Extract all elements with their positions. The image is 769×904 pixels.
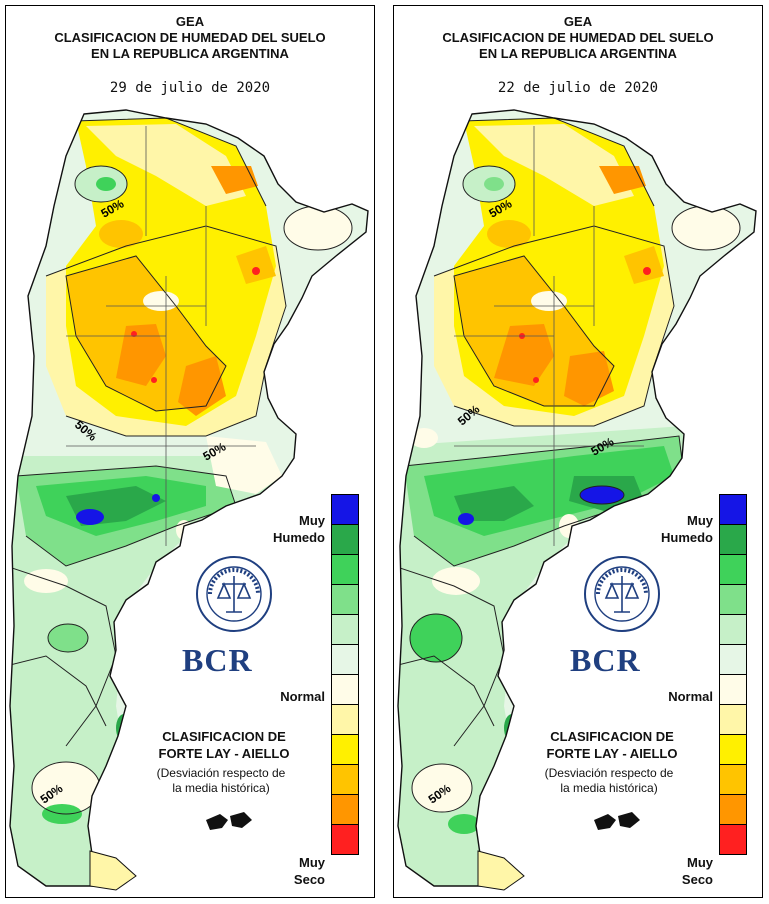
title-line-2: CLASIFICACION DE HUMEDAD DEL SUELO [442,30,714,45]
title-line-1: GEA [175,14,205,29]
classification-note: (Desviación respecto de la media históri… [544,766,674,795]
argentina-moisture-map: 50% 50% 50% 50% [9,109,369,891]
moisture-fill [10,110,368,886]
classification-note: (Desviación respecto de la media históri… [156,766,286,795]
legend-swatch [331,584,359,615]
title-line-3: EN LA REPUBLICA ARGENTINA [479,46,677,61]
bcr-logo-text: BCR [570,642,641,678]
map-date: 29 de julio de 2020 [109,80,271,96]
province-borders [454,126,644,546]
legend-swatch [719,584,747,615]
legend-label-normal: Normal [668,689,713,704]
panel-title: GEA CLASIFICACION DE HUMEDAD DEL SUELO E… [394,14,762,62]
legend-swatch [719,704,747,735]
panel-title: GEA CLASIFICACION DE HUMEDAD DEL SUELO E… [6,14,374,62]
legend-swatch [331,764,359,795]
legend-swatch [331,794,359,825]
tierra-del-fuego [89,850,137,891]
bolsa-comercio-rosario-seal-icon [194,554,274,634]
malvinas-islands [206,812,252,830]
legend-swatch [719,494,747,525]
classification-title: CLASIFICACION DE FORTE LAY - AIELLO [546,729,678,761]
legend-label-normal: Normal [280,689,325,704]
legend-swatch [719,554,747,585]
legend-swatch [331,674,359,705]
country-outline [9,109,369,887]
legend-swatch [719,734,747,765]
legend-swatch [331,704,359,735]
legend-swatch [331,644,359,675]
bcr-logo-text: BCR [182,642,253,678]
legend-swatch [719,674,747,705]
color-legend [719,494,747,855]
legend-swatch [331,614,359,645]
legend-label-muy-seco: Muy Seco [681,855,713,887]
title-line-2: CLASIFICACION DE HUMEDAD DEL SUELO [54,30,326,45]
legend-swatch [331,824,359,855]
legend-swatch [331,734,359,765]
legend-label-muy-humedo: Muy Humedo [273,513,325,545]
classification-title: CLASIFICACION DE FORTE LAY - AIELLO [158,729,290,761]
color-legend [331,494,359,855]
legend-swatch [719,524,747,555]
province-borders [66,126,256,546]
country-outline [397,109,757,887]
malvinas-islands [594,812,640,830]
legend-swatch [719,824,747,855]
legend-swatch [331,554,359,585]
legend-swatch [719,764,747,795]
title-line-1: GEA [563,14,593,29]
argentina-moisture-map: 50% 50% 50% 50% [397,109,757,891]
contour-lines [10,117,353,815]
map-panel-left: GEA CLASIFICACION DE HUMEDAD DEL SUELO E… [5,5,375,898]
map-date: 22 de julio de 2020 [497,80,659,96]
legend-swatch [331,494,359,525]
legend-swatch [719,794,747,825]
legend-swatch [331,524,359,555]
tierra-del-fuego [477,850,525,891]
map-panel-right: GEA CLASIFICACION DE HUMEDAD DEL SUELO E… [393,5,763,898]
legend-swatch [719,644,747,675]
legend-label-muy-humedo: Muy Humedo [661,513,713,545]
legend-label-muy-seco: Muy Seco [293,855,325,887]
title-line-3: EN LA REPUBLICA ARGENTINA [91,46,289,61]
bolsa-comercio-rosario-seal-icon [582,554,662,634]
legend-swatch [719,614,747,645]
